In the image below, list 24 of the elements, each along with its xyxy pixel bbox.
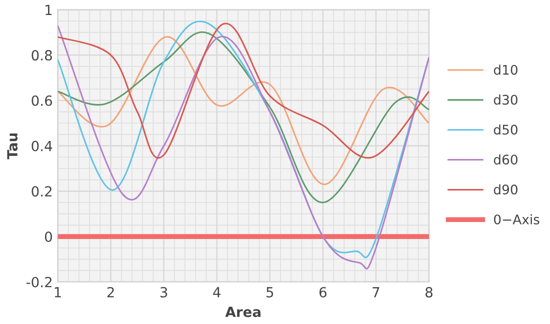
y-tick-label: -0.2: [26, 276, 52, 288]
x-tick-label: 3: [160, 286, 168, 298]
x-tick-label: 8: [426, 286, 432, 298]
y-tick-label: 0: [44, 231, 52, 242]
legend-label: d50: [494, 124, 518, 135]
legend-label: d90: [494, 184, 518, 195]
x-tick-label: 5: [266, 287, 274, 298]
line-series: [58, 23, 429, 159]
x-tick-label: 6: [319, 286, 326, 298]
y-tick-label: 1: [46, 4, 52, 15]
legend-label: d30: [494, 94, 518, 105]
legend-label: 0−Axis: [494, 214, 540, 224]
x-tick-label: 2: [107, 286, 114, 298]
legend-label: d60: [494, 154, 518, 165]
x-axis-title: Area: [225, 306, 260, 318]
legend-label: d10: [494, 64, 518, 75]
y-tick-label: 0.6: [32, 95, 52, 106]
y-tick-label: 0.4: [32, 140, 52, 152]
y-tick-label: 0.2: [32, 186, 52, 197]
x-tick-label: 7: [372, 287, 380, 298]
x-tick-label: 1: [54, 287, 61, 298]
y-axis-title: Tau: [7, 133, 18, 160]
y-tick-label: 0.8: [32, 50, 52, 61]
x-tick-label: 4: [213, 287, 220, 298]
